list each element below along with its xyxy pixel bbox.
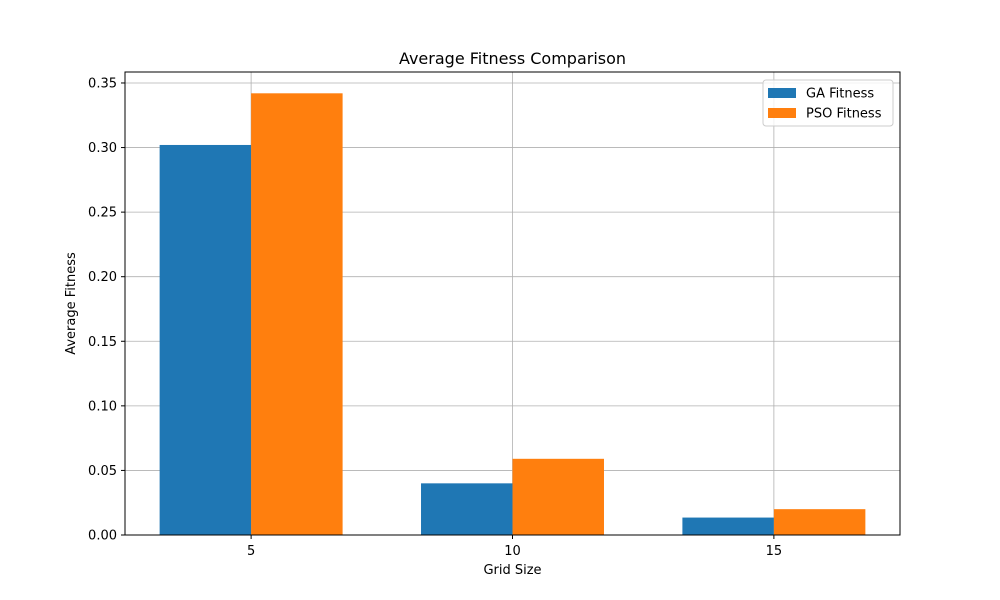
y-tick-label: 0.15 [88,335,117,350]
legend-label: PSO Fitness [806,107,882,122]
legend-label: GA Fitness [806,87,874,102]
pso-bar-15 [773,509,866,535]
legend: GA Fitness PSO Fitness [762,79,894,127]
y-tick-label: 0.00 [88,529,117,544]
x-axis-label: Grid Size [483,563,541,578]
ga-bar-15 [682,517,774,535]
y-tick-label: 0.30 [88,141,117,156]
ga-bar-10 [421,483,513,535]
x-tick-label: 15 [766,544,783,559]
pso-bar-5 [251,93,343,535]
y-tick-label: 0.10 [88,399,117,414]
y-tick-label: 0.20 [88,270,117,285]
x-tick-label: 5 [247,544,255,559]
y-tick-label: 0.25 [88,206,117,221]
x-tick-label: 10 [504,544,521,559]
axis-ticks: 0.00 0.05 0.10 0.15 0.20 0.25 0.30 0.35 5 10 15 [88,76,782,559]
legend-swatch [768,108,796,118]
chart-title: Average Fitness Comparison [399,49,626,68]
legend-swatch [768,88,796,98]
y-tick-label: 0.35 [88,76,117,91]
ga-bar-5 [159,144,252,536]
y-axis-label: Average Fitness [64,252,79,355]
pso-bar-10 [512,458,604,535]
y-tick-label: 0.05 [88,464,117,479]
bars [159,93,866,536]
